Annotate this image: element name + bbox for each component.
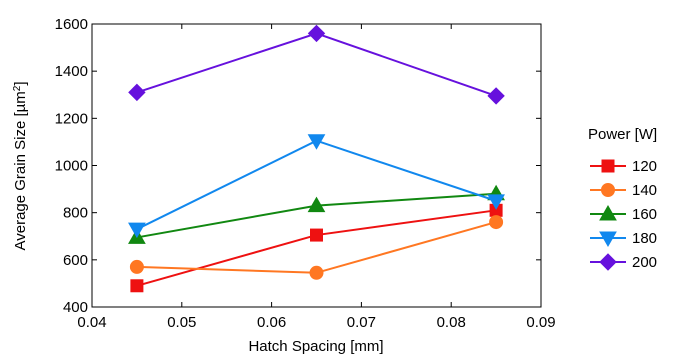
data-point — [129, 259, 144, 274]
x-tick-label: 0.07 — [347, 314, 376, 331]
x-tick-label: 0.06 — [257, 314, 286, 331]
y-tick-label: 1000 — [55, 158, 88, 175]
legend: Power [W] 120 140 160 180 200 — [588, 126, 657, 271]
legend-label: 160 — [632, 206, 657, 223]
data-point — [128, 83, 146, 102]
legend-item-200: 200 — [590, 253, 657, 271]
x-tick-label: 0.05 — [167, 314, 196, 331]
legend-item-180: 180 — [590, 230, 657, 248]
y-tick-label: 600 — [63, 252, 88, 269]
data-point — [487, 87, 505, 105]
data-point — [307, 196, 326, 213]
y-axis-label: Average Grain Size [µm2] — [12, 82, 30, 251]
data-point — [128, 222, 146, 239]
legend-marker — [599, 253, 617, 271]
legend-label: 120 — [632, 158, 657, 175]
series-180 — [128, 134, 505, 239]
series-line — [136, 32, 497, 97]
y-tick-label: 1600 — [55, 16, 88, 33]
plot-frame — [91, 23, 542, 308]
y-tick-label: 800 — [63, 205, 88, 222]
data-point — [307, 24, 326, 43]
data-point — [489, 215, 504, 230]
series-line — [136, 139, 497, 231]
legend-label: 200 — [632, 254, 657, 271]
data-point — [309, 265, 324, 280]
x-tick-label: 0.09 — [526, 314, 555, 331]
data-point — [310, 228, 323, 242]
series-layer — [128, 24, 505, 293]
data-point — [487, 194, 505, 210]
x-axis-label: Hatch Spacing [mm] — [248, 338, 383, 355]
legend-label: 180 — [632, 230, 657, 247]
legend-marker — [599, 204, 617, 221]
data-point — [307, 134, 326, 150]
y-tick-label: 1200 — [55, 110, 88, 127]
legend-marker — [601, 183, 615, 197]
series-200 — [128, 24, 505, 105]
x-tick-label: 0.04 — [77, 314, 106, 331]
data-point — [130, 279, 144, 293]
legend-item-120: 120 — [590, 158, 657, 175]
y-tick-label: 400 — [63, 299, 88, 316]
legend-item-140: 140 — [590, 182, 657, 199]
series-140 — [129, 215, 504, 280]
legend-title: Power [W] — [588, 126, 657, 143]
x-tick-label: 0.08 — [437, 314, 466, 331]
legend-item-160: 160 — [590, 204, 657, 223]
legend-marker — [601, 159, 615, 173]
ticks: 0.04 0.05 0.06 0.07 0.08 0.09 400 600 800 1000 120… — [55, 16, 556, 331]
y-tick-label: 1400 — [55, 63, 88, 80]
legend-label: 140 — [632, 182, 657, 199]
legend-marker — [599, 231, 617, 248]
